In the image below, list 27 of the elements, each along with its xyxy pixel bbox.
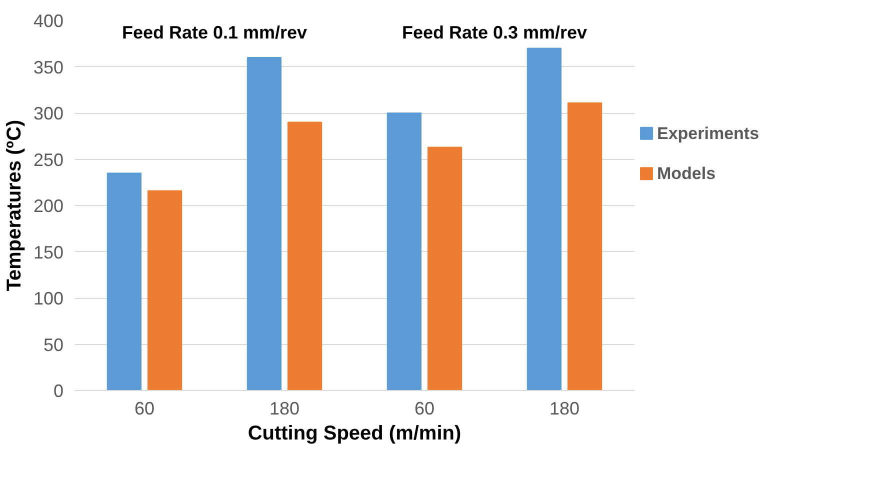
bar	[568, 102, 602, 390]
annotation: Feed Rate 0.3 mm/rev	[402, 22, 588, 42]
bar	[288, 122, 322, 390]
y-tick-label: 300	[33, 104, 64, 124]
y-tick-label: 100	[33, 288, 64, 308]
y-tick-label: 250	[33, 150, 64, 170]
bar	[386, 112, 422, 390]
x-axis-title: Cutting Speed (m/min)	[248, 422, 462, 444]
legend-label: Experiments	[657, 124, 760, 143]
x-tick-label: 180	[269, 398, 300, 418]
y-tick-label: 0	[53, 381, 64, 401]
bar	[148, 190, 182, 390]
y-tick-label: 150	[33, 242, 64, 262]
y-axis-title: Temperatures (ºC)	[3, 120, 26, 292]
y-tick-label: 350	[33, 57, 64, 78]
legend-label: Models	[657, 164, 716, 184]
bar	[526, 48, 562, 390]
bar	[106, 172, 142, 390]
bar	[246, 57, 282, 390]
bar	[428, 146, 462, 390]
annotation: Feed Rate 0.1 mm/rev	[122, 22, 308, 42]
y-tick-label: 50	[43, 334, 64, 355]
x-tick-label: 180	[549, 398, 580, 418]
x-tick-label: 60	[134, 398, 155, 418]
x-tick-label: 60	[414, 398, 435, 418]
y-tick-label: 200	[33, 196, 64, 216]
y-tick-label: 400	[33, 11, 64, 31]
